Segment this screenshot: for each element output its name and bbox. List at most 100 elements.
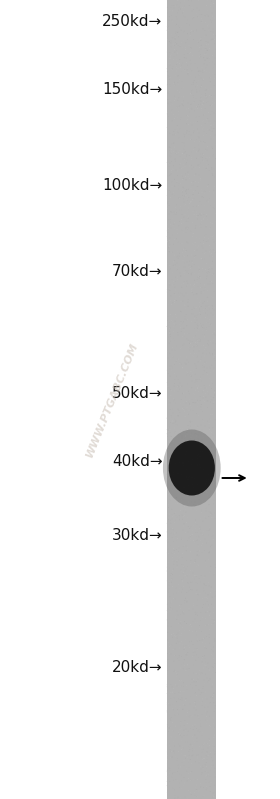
Point [169,99,173,112]
Point [203,686,208,698]
Point [196,710,200,722]
Point [207,535,211,547]
Point [200,186,205,199]
Point [212,304,216,316]
Point [171,498,176,511]
Point [196,117,201,130]
Point [169,175,174,188]
Point [197,335,201,348]
Point [190,375,194,388]
Point [210,95,214,108]
Point [174,491,179,504]
Point [193,26,197,38]
Point [192,388,196,401]
Point [209,16,214,29]
Point [178,455,183,468]
Point [197,531,201,543]
Point [204,152,208,165]
Point [213,380,218,393]
Point [208,481,212,494]
Point [172,655,176,668]
Point [200,429,205,442]
Point [170,181,174,193]
Point [205,706,209,719]
Point [172,373,177,386]
Point [171,109,175,121]
Point [181,560,186,573]
Point [175,273,179,286]
Point [170,681,174,694]
Point [176,403,180,415]
Point [195,790,199,799]
Point [177,360,181,372]
Point [191,12,195,25]
Point [172,692,176,705]
Point [177,542,181,555]
Point [181,504,186,517]
Point [209,117,213,129]
Point [193,250,197,263]
Point [212,285,216,298]
Point [173,260,177,273]
Point [170,415,174,428]
Point [185,582,190,595]
Point [204,619,208,632]
Point [204,762,209,775]
Point [209,88,213,101]
Point [174,666,179,679]
Point [180,509,185,522]
Point [178,53,182,66]
Point [201,40,206,53]
Point [197,230,201,243]
Point [177,247,181,260]
Point [208,439,213,451]
Point [181,662,185,675]
Point [212,333,216,346]
Point [205,737,210,750]
Point [169,37,173,50]
Point [185,577,190,590]
Point [196,463,200,475]
Point [211,690,215,702]
Point [191,76,195,89]
Point [173,271,178,284]
Point [179,635,184,648]
Point [210,651,215,664]
Point [166,585,170,598]
Point [210,348,215,360]
Point [194,145,199,158]
Point [196,36,201,49]
Point [173,789,178,799]
Point [206,684,210,697]
Point [196,420,201,433]
Point [168,764,172,777]
Point [190,249,194,262]
Point [169,771,174,784]
Point [168,0,172,13]
Point [170,737,175,749]
Point [206,492,211,505]
Point [178,761,183,773]
Point [173,153,178,165]
Point [177,650,182,662]
Point [170,103,174,116]
Point [190,348,194,361]
Point [178,217,182,229]
Point [170,229,175,241]
Point [170,751,174,764]
Point [182,328,187,341]
Point [206,334,211,347]
Point [180,75,184,88]
Point [176,165,180,177]
Point [210,167,214,180]
Point [189,427,193,439]
Point [187,160,192,173]
Point [180,402,185,415]
Point [205,144,209,157]
Point [205,153,210,166]
Point [179,380,184,392]
Text: 70kd→: 70kd→ [112,264,163,280]
Point [177,781,182,794]
Point [189,145,194,158]
Point [209,448,214,461]
